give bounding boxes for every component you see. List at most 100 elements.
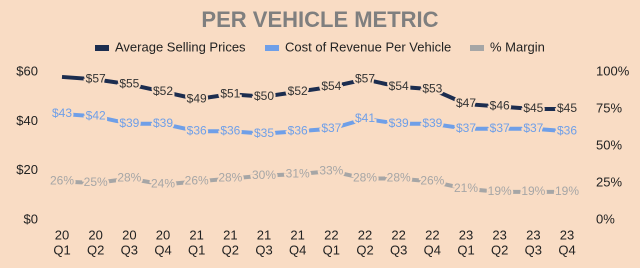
y2-tick-label: 0% (596, 211, 615, 226)
y2-tick-label: 75% (596, 100, 622, 115)
x-tick-label: 23 (526, 227, 540, 242)
data-label: $41 (355, 111, 375, 125)
x-tick-label: Q3 (525, 242, 542, 257)
legend-swatch (95, 45, 109, 51)
data-label: 26% (420, 174, 444, 188)
data-label: $54 (321, 79, 341, 93)
data-label: 28% (387, 171, 411, 185)
x-tick-label: Q2 (87, 242, 104, 257)
y2-tick-label: 25% (596, 174, 622, 189)
data-label: 24% (151, 177, 175, 191)
data-label: $37 (490, 121, 510, 135)
data-label: $53 (422, 81, 442, 95)
data-label: 26% (50, 174, 74, 188)
data-label: $45 (523, 101, 543, 115)
data-label: $50 (254, 89, 274, 103)
x-tick-label: 22 (324, 227, 338, 242)
data-label: $47 (456, 96, 476, 110)
x-tick-label: Q4 (424, 242, 441, 257)
data-label: 28% (117, 171, 141, 185)
data-label: 21% (454, 181, 478, 195)
legend-label: Cost of Revenue Per Vehicle (285, 39, 451, 54)
x-tick-label: 23 (560, 227, 574, 242)
data-label: $39 (389, 116, 409, 130)
data-label: $43 (52, 106, 72, 120)
data-label: 31% (286, 166, 310, 180)
data-label: 19% (555, 184, 579, 198)
x-tick-label: Q1 (188, 242, 205, 257)
data-label: 19% (488, 184, 512, 198)
x-tick-label: Q3 (255, 242, 272, 257)
x-tick-label: Q3 (121, 242, 138, 257)
x-tick-label: 21 (257, 227, 271, 242)
x-tick-label: 23 (492, 227, 506, 242)
y2-tick-label: 100% (596, 63, 630, 78)
x-tick-label: 21 (223, 227, 237, 242)
x-tick-label: 23 (459, 227, 473, 242)
legend-label: Average Selling Prices (115, 39, 246, 54)
data-label: $39 (153, 116, 173, 130)
x-tick-label: Q4 (289, 242, 306, 257)
x-tick-label: Q2 (356, 242, 373, 257)
y-tick-label: $0 (24, 211, 38, 226)
data-label: $46 (490, 99, 510, 113)
data-label: $39 (119, 116, 139, 130)
data-label: 28% (218, 171, 242, 185)
y-tick-label: $20 (16, 162, 38, 177)
x-tick-label: Q1 (323, 242, 340, 257)
x-tick-label: Q4 (154, 242, 171, 257)
x-tick-label: Q1 (457, 242, 474, 257)
data-label: $55 (119, 77, 139, 91)
data-label: 26% (185, 174, 209, 188)
x-tick-label: 21 (290, 227, 304, 242)
x-tick-label: 20 (122, 227, 136, 242)
x-tick-label: Q2 (222, 242, 239, 257)
x-tick-label: 22 (358, 227, 372, 242)
data-label: $36 (557, 123, 577, 137)
x-tick-label: 20 (156, 227, 170, 242)
data-label: 28% (353, 171, 377, 185)
x-tick-label: Q4 (558, 242, 575, 257)
data-label: 30% (252, 168, 276, 182)
x-tick-label: 20 (88, 227, 102, 242)
data-label: 25% (84, 175, 108, 189)
x-tick-label: Q3 (390, 242, 407, 257)
y2-tick-label: 50% (596, 137, 622, 152)
data-label: $49 (187, 91, 207, 105)
x-tick-label: 21 (189, 227, 203, 242)
data-label: $35 (254, 126, 274, 140)
y-tick-label: $60 (16, 63, 38, 78)
data-label: 33% (319, 163, 343, 177)
data-label: $37 (523, 121, 543, 135)
series-line (61, 74, 567, 111)
data-label: $42 (86, 109, 106, 123)
x-tick-label: Q2 (491, 242, 508, 257)
series-line (61, 111, 568, 136)
data-label: $52 (288, 84, 308, 98)
data-label: $57 (355, 72, 375, 86)
y-tick-label: $40 (16, 113, 38, 128)
x-tick-label: Q1 (53, 242, 70, 257)
data-label: $37 (321, 121, 341, 135)
data-label: $36 (288, 123, 308, 137)
x-tick-label: 22 (425, 227, 439, 242)
series-line (61, 169, 567, 194)
data-label: $57 (86, 72, 106, 86)
legend-swatch (470, 45, 484, 51)
data-label: $37 (456, 121, 476, 135)
data-label: $54 (389, 79, 409, 93)
x-tick-label: 20 (55, 227, 69, 242)
data-label: $52 (153, 84, 173, 98)
legend-swatch (265, 45, 279, 51)
data-label: 19% (521, 184, 545, 198)
x-tick-label: 22 (391, 227, 405, 242)
data-label: $36 (220, 123, 240, 137)
chart-title: PER VEHICLE METRIC (201, 7, 438, 32)
legend-label: % Margin (490, 39, 545, 54)
data-label: $51 (220, 86, 240, 100)
data-label: $36 (187, 123, 207, 137)
data-label: $45 (557, 101, 577, 115)
data-label: $39 (422, 116, 442, 130)
